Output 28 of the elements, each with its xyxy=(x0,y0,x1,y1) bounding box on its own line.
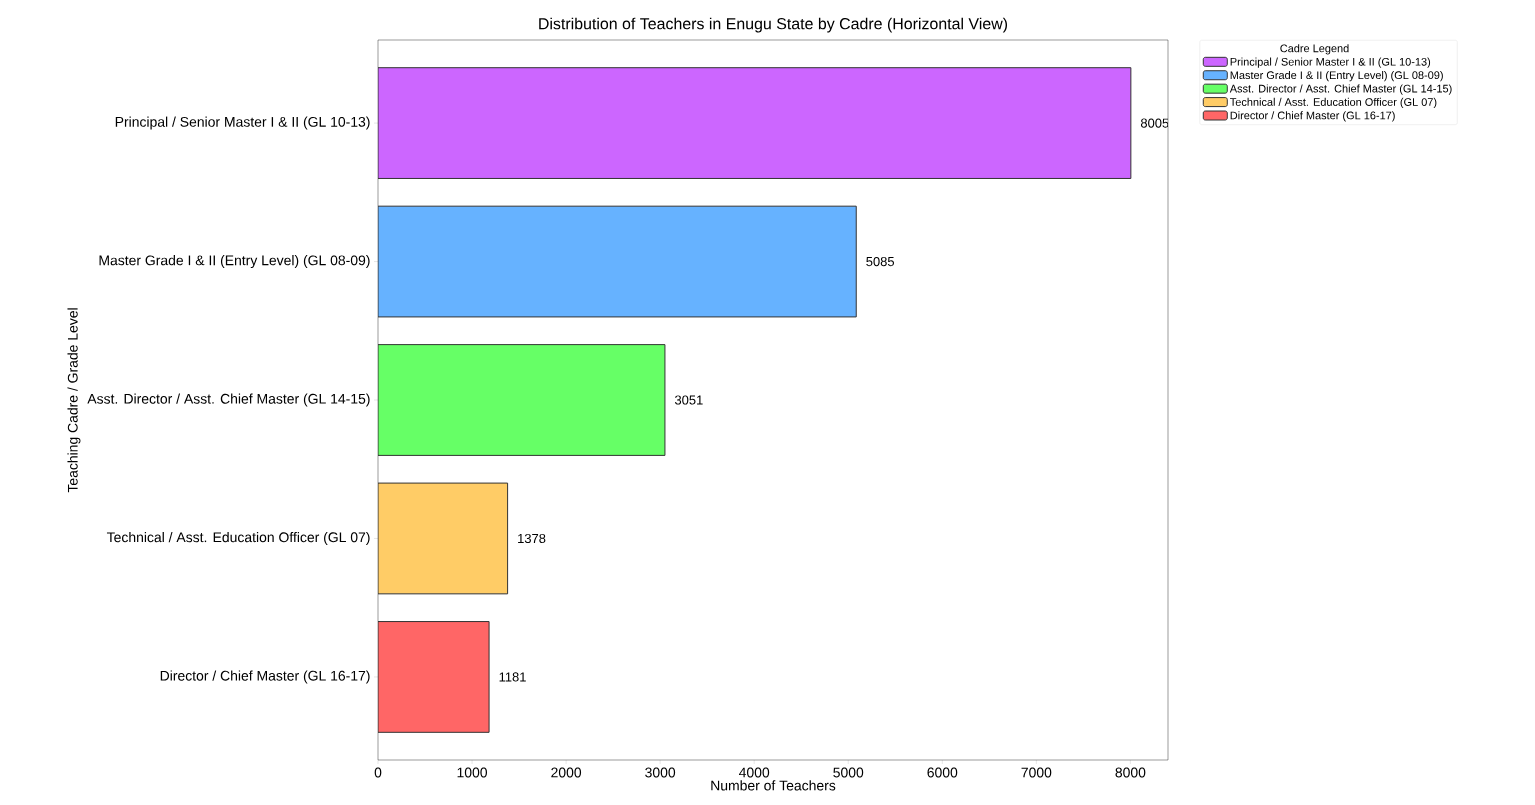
legend-title: Cadre Legend xyxy=(1280,44,1349,55)
y-tick-label: Asst. Director / Asst. Chief Master (GL 14-15) xyxy=(87,393,370,407)
x-axis-title: Number of Teachers xyxy=(711,780,836,791)
data-label: 1181 xyxy=(499,672,526,682)
x-tick-label: 4000 xyxy=(738,767,770,778)
legend-label: Director / Chief Master (GL 16-17) xyxy=(1230,111,1395,122)
y-axis-title: Teaching Cadre / Grade Level xyxy=(67,308,81,493)
data-label: 3051 xyxy=(674,395,703,405)
data-label: 1378 xyxy=(518,533,546,544)
legend-label: Principal / Senior Master I & II (GL 10-13) xyxy=(1230,57,1431,68)
y-tick-label: Principal / Senior Master I & II (GL 10-13) xyxy=(115,116,370,130)
x-tick-label: 1000 xyxy=(457,767,488,778)
data-label: 8005 xyxy=(1140,118,1169,128)
x-tick-label: 7000 xyxy=(1021,767,1052,778)
legend-label: Technical / Asst. Education Officer (GL 07) xyxy=(1230,97,1437,109)
x-tick-label: 3000 xyxy=(645,767,676,778)
x-tick-label: 0 xyxy=(374,767,382,778)
chart-title: Distribution of Teachers in Enugu State by Cadre (Horizontal View) xyxy=(539,17,1008,33)
y-tick-label: Director / Chief Master (GL 16-17) xyxy=(160,670,370,684)
x-tick-label: 8000 xyxy=(1115,767,1146,778)
y-tick-label: Technical / Asst. Education Officer (GL 07) xyxy=(106,531,370,545)
x-tick-label: 2000 xyxy=(551,767,582,778)
legend-label: Master Grade I & II (Entry Level) (GL 08-09) xyxy=(1230,71,1443,82)
y-tick-label: Master Grade I & II (Entry Level) (GL 08-09) xyxy=(99,255,370,269)
x-tick-label: 6000 xyxy=(927,767,958,778)
legend-label: Asst. Director / Asst. Chief Master (GL 14-15) xyxy=(1229,84,1452,95)
data-label: 5085 xyxy=(866,256,895,267)
x-tick-label: 5000 xyxy=(833,767,864,778)
